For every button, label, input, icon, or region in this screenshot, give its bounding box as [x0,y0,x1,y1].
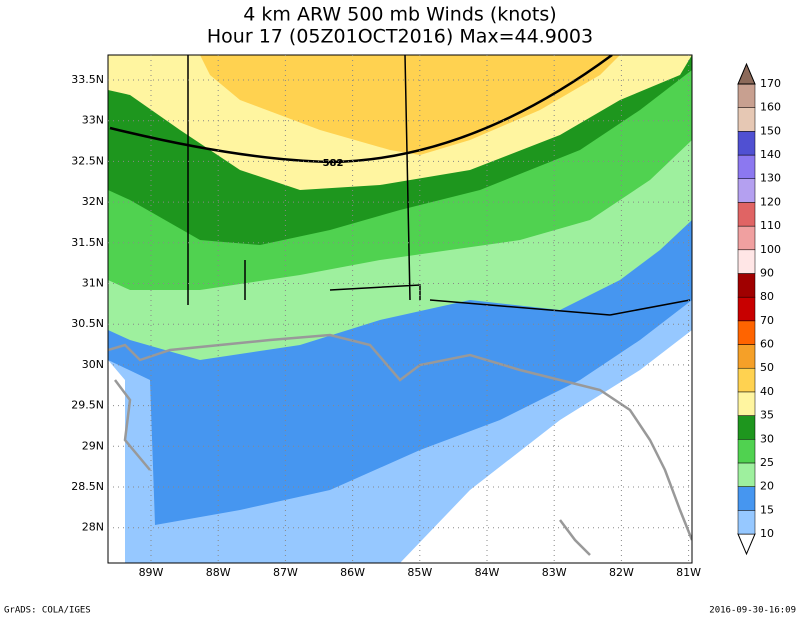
colorbar-box [737,296,756,322]
colorbar-box [737,83,756,108]
colorbar-box [737,439,756,464]
lat-label: 30.5N [71,317,104,330]
lon-label: 85W [407,566,432,579]
colorbar-box [737,273,756,298]
lat-label: 30N [82,358,104,371]
lon-label: 87W [273,566,298,579]
lat-label: 28.5N [71,480,104,493]
colorbar-label: 140 [760,148,781,161]
colorbar-box [737,367,756,393]
footer-right: 2016-09-30-16:09 [709,606,796,616]
lat-label: 29N [82,439,104,452]
lon-label: 83W [542,566,567,579]
colorbar-label: 40 [760,385,774,398]
lon-label: 82W [609,566,634,579]
colorbar-label: 10 [760,527,774,540]
colorbar-label: 60 [760,338,774,351]
colorbar-label: 50 [760,361,774,374]
colorbar-box [737,486,756,511]
colorbar-label: 15 [760,503,774,516]
colorbar-box [737,249,756,274]
colorbar-box [737,107,756,132]
colorbar-box [737,462,756,487]
colorbar-label: 130 [760,172,781,185]
lon-label: 89W [139,566,164,579]
lat-label: 32.5N [71,154,104,167]
colorbar-end [737,62,756,85]
colorbar-label: 20 [760,480,774,493]
lat-label: 29.5N [71,399,104,412]
colorbar-box [737,344,756,369]
subtitle: Hour 17 (05Z01OCT2016) Max=44.9003 [207,26,593,48]
map-frame [107,54,693,564]
lat-label: 33N [82,114,104,127]
colorbar-box [737,202,756,227]
colorbar-box [737,225,756,251]
lat-label: 28N [82,521,104,534]
colorbar-label: 25 [760,456,774,469]
colorbar-label: 170 [760,77,781,90]
colorbar-end [737,533,756,556]
lat-label: 31.5N [71,236,104,249]
lon-label: 86W [340,566,365,579]
colorbar-label: 90 [760,266,774,279]
contour-label: 582 [323,158,344,169]
colorbar-label: 30 [760,432,774,445]
lon-label: 88W [206,566,231,579]
lat-label: 33.5N [71,73,104,86]
lat-label: 31N [82,277,104,290]
colorbar-label: 120 [760,195,781,208]
lat-label: 32N [82,195,104,208]
footer-left: GrADS: COLA/IGES [4,606,91,616]
colorbar-label: 160 [760,101,781,114]
colorbar-label: 80 [760,290,774,303]
colorbar-label: 35 [760,409,774,422]
colorbar-box [737,391,756,416]
colorbar-box [737,131,756,156]
title: 4 km ARW 500 mb Winds (knots) [243,4,556,26]
colorbar-label: 110 [760,219,781,232]
lon-label: 84W [475,566,500,579]
colorbar-box [737,510,756,535]
map-area: 582 [108,55,692,563]
colorbar-box [737,320,756,345]
colorbar-label: 100 [760,243,781,256]
colorbar-box [737,154,756,179]
colorbar-label: 150 [760,124,781,137]
colorbar-label: 70 [760,314,774,327]
colorbar-box [737,178,756,203]
colorbar-box [737,415,756,440]
lon-label: 81W [676,566,701,579]
